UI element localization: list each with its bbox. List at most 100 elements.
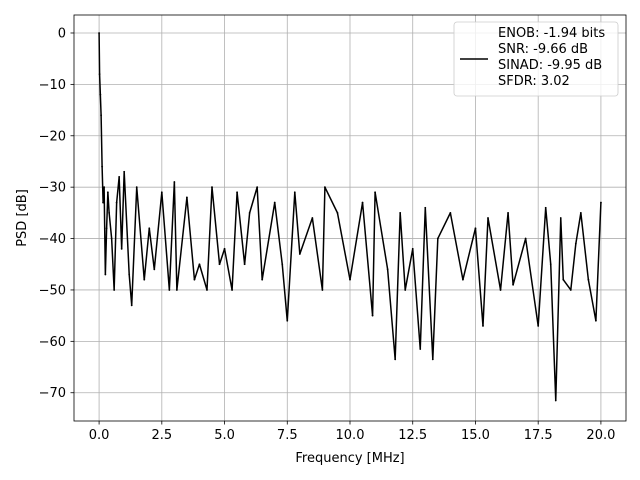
psd-point — [507, 211, 509, 214]
psd-point — [321, 289, 324, 291]
psd-point — [336, 211, 339, 214]
psd-point — [148, 227, 151, 230]
psd-point — [449, 211, 452, 214]
psd-point — [524, 237, 527, 240]
psd-point — [153, 268, 156, 271]
psd-point — [143, 278, 146, 281]
psd-point — [105, 227, 108, 230]
y-tick-label: −20 — [39, 129, 66, 144]
psd-point — [130, 304, 133, 307]
x-tick-label: 12.5 — [398, 428, 427, 443]
psd-point — [98, 73, 101, 76]
psd-point — [115, 201, 118, 204]
y-tick-label: 0 — [58, 26, 66, 41]
psd-point — [562, 278, 565, 281]
psd-point — [223, 247, 226, 250]
psd-point — [110, 237, 113, 240]
psd-point — [106, 191, 109, 194]
psd-point — [206, 289, 208, 291]
legend-box — [453, 21, 619, 97]
psd-point — [104, 273, 107, 276]
psd-point — [218, 263, 221, 266]
psd-point — [135, 186, 138, 189]
x-tick-label: 5.0 — [214, 428, 235, 443]
psd-point — [462, 278, 464, 281]
psd-point — [248, 211, 251, 214]
psd-point — [128, 273, 131, 276]
y-tick-label: −10 — [39, 78, 66, 93]
psd-point — [436, 237, 439, 240]
psd-point — [411, 247, 414, 250]
y-tick-label: −30 — [39, 181, 66, 196]
psd-point — [168, 289, 171, 291]
psd-point — [371, 314, 374, 317]
psd-point — [419, 348, 422, 350]
psd-point — [193, 278, 196, 281]
x-tick-label: 7.5 — [277, 428, 298, 443]
psd-point — [386, 268, 389, 271]
psd-point — [286, 319, 289, 322]
psd-point — [102, 201, 105, 204]
psd-point — [98, 32, 100, 34]
psd-point — [118, 175, 121, 178]
psd-point — [108, 211, 111, 214]
psd-point — [487, 217, 489, 219]
psd-point — [298, 253, 301, 255]
psd-point — [120, 247, 123, 250]
psd-point — [361, 201, 364, 204]
x-tick-label: 0.0 — [89, 428, 110, 443]
y-tick-label: −60 — [39, 335, 66, 350]
y-axis-label: PSD [dB] — [15, 189, 30, 247]
psd-point — [160, 191, 163, 194]
plot-area — [98, 32, 602, 402]
psd-point — [537, 325, 540, 327]
psd-point — [431, 358, 434, 361]
x-tick-label: 15.0 — [461, 428, 490, 443]
legend-entry-line: ENOB: -1.94 bits — [498, 26, 605, 41]
psd-point — [311, 217, 314, 219]
legend-entry-line: SINAD: -9.95 dB — [498, 58, 602, 73]
psd-point — [261, 278, 264, 281]
psd-point — [101, 165, 104, 168]
psd-point — [499, 289, 502, 291]
psd-point — [256, 186, 259, 189]
psd-point — [293, 191, 296, 194]
psd-point — [324, 186, 326, 189]
psd-point — [243, 263, 246, 266]
legend-entry-line: SNR: -9.66 dB — [498, 42, 588, 57]
psd-point — [474, 227, 477, 230]
psd-point — [103, 186, 106, 189]
psd-point — [173, 181, 176, 183]
psd-point — [394, 358, 397, 361]
x-tick-label: 2.5 — [151, 428, 172, 443]
ticks: 0.0 2.5 5.0 7.5 10.0 12.5 15.0 17.5 20.0 0 −10 −20 −… — [39, 26, 616, 443]
y-tick-label: −40 — [39, 232, 66, 247]
psd-point — [273, 201, 276, 204]
y-tick-label: −70 — [39, 386, 66, 401]
legend-entry-line: SFDR: 3.02 — [498, 74, 570, 89]
psd-point — [482, 325, 484, 327]
psd-point — [236, 191, 238, 194]
psd-point — [281, 263, 284, 266]
psd-point — [399, 211, 402, 214]
psd-point — [569, 289, 572, 291]
psd-point — [544, 206, 547, 209]
psd-point — [374, 191, 376, 194]
psd-point — [123, 170, 126, 173]
psd-point — [231, 289, 233, 291]
psd-point — [574, 242, 577, 245]
psd-point — [113, 289, 116, 291]
psd-point — [587, 278, 590, 281]
psd-point — [559, 217, 562, 219]
psd-point — [594, 319, 597, 322]
psd-point — [579, 211, 582, 214]
psd-point — [349, 278, 351, 281]
psd-point — [600, 201, 602, 204]
psd-point — [99, 93, 102, 96]
y-tick-label: −50 — [39, 283, 66, 298]
x-tick-label: 20.0 — [586, 428, 615, 443]
x-tick-label: 17.5 — [524, 428, 553, 443]
psd-point — [554, 399, 557, 402]
